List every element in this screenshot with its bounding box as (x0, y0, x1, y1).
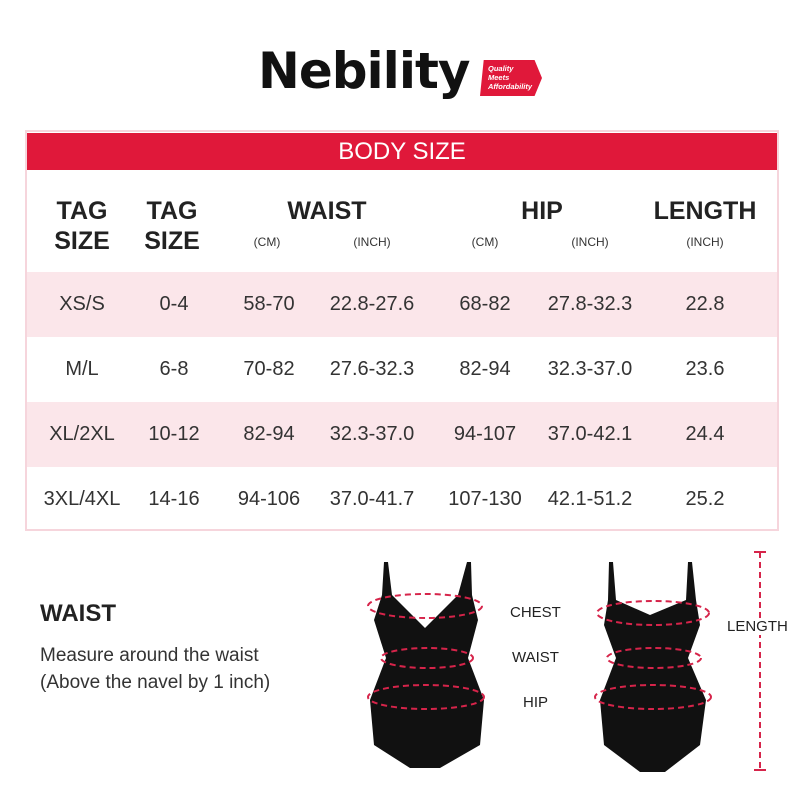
table-cell: 10-12 (148, 423, 200, 445)
table-cell: 68-82 (459, 293, 511, 315)
header-tag-size-us: TAG SIZE (137, 196, 207, 256)
tagline-line: Quality (488, 64, 514, 73)
table-cell: 58-70 (243, 293, 295, 315)
header-length: LENGTH (653, 197, 757, 225)
table-cell: 6-8 (159, 358, 189, 380)
table-title: BODY SIZE (27, 133, 777, 170)
table-cell: 22.8-27.6 (329, 293, 415, 315)
guide-title: WAIST (40, 600, 116, 627)
unit-cm: (CM) (253, 235, 281, 249)
table-cell: 14-16 (148, 488, 200, 510)
table-cell: 32.3-37.0 (329, 423, 415, 445)
header-tag-size: TAG SIZE (47, 196, 117, 256)
table-cell: 25.2 (685, 488, 725, 510)
header-text: SIZE (54, 227, 110, 255)
guide-text: (Above the navel by 1 inch) (40, 672, 271, 693)
table-cell: 27.8-32.3 (547, 293, 633, 315)
table-row: M/L 6-8 70-82 27.6-32.3 82-94 32.3-37.0 23.6 (27, 337, 777, 402)
bodysuit-front-image (370, 562, 484, 768)
header-text: TAG (56, 197, 108, 225)
bodysuit-illustration (367, 551, 766, 772)
guide-text: Measure around the waist (40, 645, 259, 666)
table-cell: XS/S (59, 293, 105, 315)
brand-tagline-tag: Quality Meets Affordability (480, 60, 542, 96)
table-row: XS/S 0-4 58-70 22.8-27.6 68-82 27.8-32.3 22.8 (27, 272, 777, 337)
table-cell: 37.0-42.1 (547, 423, 633, 445)
table-cell: 107-130 (448, 488, 522, 510)
label-length: LENGTH (727, 618, 788, 635)
label-hip: HIP (523, 694, 549, 711)
unit-inch: (INCH) (353, 235, 391, 249)
size-table: BODY SIZE TAG SIZE TAG SIZE WAIST HIP LENG… (25, 130, 779, 531)
unit-inch: (INCH) (571, 235, 609, 249)
table-cell: 94-107 (453, 423, 517, 445)
length-ruler-caps (754, 551, 766, 771)
table-cell: 32.3-37.0 (547, 358, 633, 380)
label-chest: CHEST (510, 604, 561, 621)
table-cell: 82-94 (459, 358, 511, 380)
label-waist: WAIST (512, 649, 559, 666)
header-waist: WAIST (287, 197, 367, 225)
table-cell: XL/2XL (49, 423, 115, 445)
header-hip: HIP (521, 197, 563, 225)
tagline-line: Affordability (488, 82, 533, 91)
table-cell: 94-106 (237, 488, 301, 510)
table-cell: M/L (65, 358, 99, 380)
table-cell: 37.0-41.7 (329, 488, 415, 510)
table-cell: 23.6 (685, 358, 725, 380)
table-cell: 42.1-51.2 (547, 488, 633, 510)
table-cell: 3XL/4XL (43, 488, 121, 510)
measure-lines (367, 552, 761, 770)
table-cell: 24.4 (685, 423, 725, 445)
unit-inch: (INCH) (686, 235, 724, 249)
table-cell: 27.6-32.3 (329, 358, 415, 380)
table-cell: 0-4 (159, 293, 189, 315)
table-cell: 70-82 (243, 358, 295, 380)
table-cell: 22.8 (685, 293, 725, 315)
table-row: 3XL/4XL 14-16 94-106 37.0-41.7 107-130 42.1-5… (27, 467, 777, 532)
table-cell: 82-94 (243, 423, 295, 445)
header-text: TAG (146, 197, 198, 225)
header-text: SIZE (144, 227, 200, 255)
unit-cm: (CM) (471, 235, 499, 249)
tagline-line: Meets (488, 73, 510, 82)
table-row: XL/2XL 10-12 82-94 32.3-37.0 94-107 37.0-42.1… (27, 402, 777, 467)
brand-logo: Nebility (258, 42, 470, 100)
